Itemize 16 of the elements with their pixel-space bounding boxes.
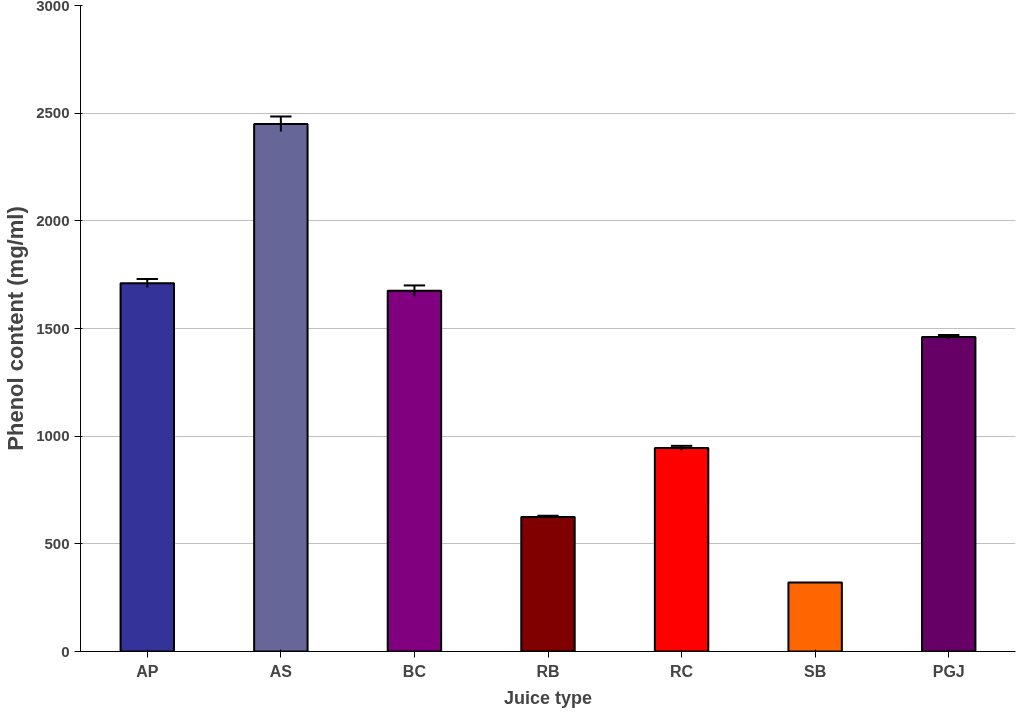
y-axis-title: Phenol content (mg/ml)	[3, 206, 29, 451]
x-tick-label: AP	[136, 662, 159, 680]
x-axis-title: Juice type	[503, 687, 593, 708]
y-tick-label: 3000	[36, 0, 70, 14]
x-tick-label: RB	[536, 662, 560, 680]
x-tick-label: AS	[269, 662, 293, 680]
x-tick-label: SB	[804, 662, 827, 680]
y-tick-label: 0	[61, 642, 70, 660]
y-tick-label: 500	[44, 534, 70, 552]
y-tick-label: 1500	[36, 319, 70, 337]
y-tick-label: 2000	[36, 211, 70, 229]
x-tick-label: RC	[670, 662, 694, 680]
y-tick-label: 2500	[36, 104, 70, 122]
y-tick-label: 1000	[36, 427, 70, 445]
x-tick-label: BC	[402, 662, 427, 680]
x-tick-label: PGJ	[932, 662, 965, 680]
